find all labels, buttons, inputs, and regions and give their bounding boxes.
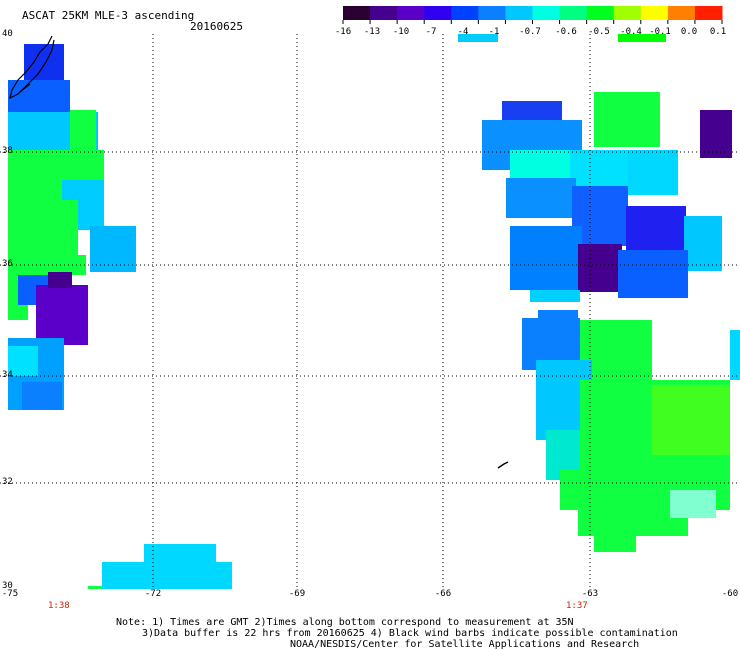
colorbar-cell	[370, 6, 398, 20]
colorbar-cell	[640, 6, 669, 20]
colorbar-cell	[532, 6, 561, 20]
coastline	[9, 35, 55, 100]
lon-label: -66	[434, 589, 452, 599]
lat-label: 38	[2, 146, 13, 156]
colorbar-marker-green	[618, 34, 666, 42]
note-line-2: 3)Data buffer is 22 hrs from 20160625 4)…	[142, 628, 678, 639]
colorbar-cell	[586, 6, 615, 20]
data-fields	[8, 44, 740, 589]
lat-label: 40	[2, 29, 13, 39]
colorbar-tick: -4	[457, 27, 469, 37]
note-line-1: Note: 1) Times are GMT 2)Times along bot…	[116, 617, 574, 628]
lon-label: -75	[1, 589, 19, 599]
map-date: 20160625	[190, 20, 243, 33]
colorbar-tick: -0.7	[519, 27, 541, 37]
lat-label: 36	[2, 259, 13, 269]
colorbar-tick: -16	[334, 27, 352, 37]
colorbar-cell	[505, 6, 533, 20]
colorbar-tick: -10	[392, 27, 410, 37]
lat-label: 30	[2, 581, 13, 591]
colorbar-tick: -0.5	[588, 27, 610, 37]
lon-label: -63	[581, 589, 599, 599]
lat-label: 34	[2, 370, 13, 380]
colorbar-tick: -0.1	[649, 27, 671, 37]
colorbar-tick: -1	[488, 27, 500, 37]
colorbar-cell	[694, 6, 723, 20]
colorbar-tick: -7	[425, 27, 437, 37]
wind-barb	[497, 461, 509, 469]
colorbar-cell	[559, 6, 588, 20]
colorbar-tick: -0.4	[620, 27, 642, 37]
colorbar-tick: -0.6	[555, 27, 577, 37]
colorbar-tick: -13	[363, 27, 381, 37]
grid-lines	[0, 34, 740, 589]
lon-label: -60	[721, 589, 739, 599]
time-label: 1:38	[48, 601, 70, 611]
lon-label: -72	[144, 589, 162, 599]
lon-label: -69	[288, 589, 306, 599]
colorbar-cell	[613, 6, 642, 20]
colorbar	[342, 6, 723, 42]
colorbar-cell	[397, 6, 425, 20]
colorbar-cell	[667, 6, 696, 20]
colorbar-marker-cyan	[458, 34, 498, 42]
map-title: ASCAT 25KM MLE-3 ascending	[22, 9, 195, 22]
colorbar-tick: 0.1	[709, 27, 727, 37]
colorbar-cell	[478, 6, 506, 20]
colorbar-tick: 0.0	[680, 27, 698, 37]
colorbar-cell	[424, 6, 452, 20]
note-line-3: NOAA/NESDIS/Center for Satellite Applica…	[290, 639, 640, 650]
colorbar-cell	[451, 6, 479, 20]
time-label: 1:37	[566, 601, 588, 611]
colorbar-cell	[343, 6, 371, 20]
lat-label: 32	[2, 477, 13, 487]
